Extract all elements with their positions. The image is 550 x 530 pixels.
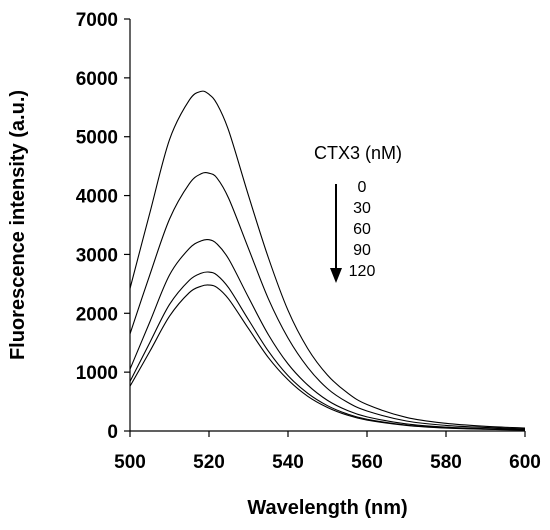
legend-entry-30: 30 — [353, 200, 371, 217]
series-line-60-nm — [129, 238, 526, 431]
x-tick-label: 580 — [430, 452, 462, 473]
series-line-120-nm — [129, 284, 526, 431]
legend-entry-120: 120 — [349, 263, 376, 280]
y-tick-label: 2000 — [76, 304, 118, 325]
y-tick-label: 5000 — [76, 128, 118, 149]
x-tick-label: 560 — [351, 452, 383, 473]
legend-entry-90: 90 — [353, 242, 371, 259]
y-tick-label: 1000 — [76, 363, 118, 384]
y-tick-label: 3000 — [76, 245, 118, 266]
axes: 500 520 540 560 580 600 010002000300040005000… — [76, 10, 541, 473]
legend-arrow-head-icon — [330, 268, 342, 283]
series-line-0-nm — [129, 90, 526, 429]
x-tick-label: 520 — [193, 452, 225, 473]
legend-title: CTX3 (nM) — [314, 143, 402, 163]
x-axis-title: Wavelength (nm) — [247, 497, 407, 519]
y-ticks: 0 1000 2000 3000 4000 5000 6000 7000 — [76, 10, 130, 443]
y-tick-label: 0 — [107, 422, 118, 443]
series-line-30-nm — [129, 172, 526, 430]
legend: CTX3 (nM) 0 30 60 90 120 — [314, 143, 402, 283]
legend-entries: 0 30 60 90 120 — [349, 179, 376, 280]
legend-entry-60: 60 — [353, 221, 371, 238]
y-axis-title: Fluorescence intensity (a.u.) — [7, 90, 29, 360]
y-tick-label: 7000 — [76, 10, 118, 31]
y-tick-label: 4000 — [76, 187, 118, 208]
x-tick-label: 540 — [272, 452, 304, 473]
x-ticks: 500 520 540 560 580 600 — [114, 431, 541, 473]
y-tick-label: 6000 — [76, 69, 118, 90]
series-line-90-nm — [129, 271, 526, 431]
x-tick-label: 600 — [509, 452, 541, 473]
legend-entry-0: 0 — [358, 179, 367, 196]
x-tick-label: 500 — [114, 452, 146, 473]
series-lines — [129, 90, 526, 431]
